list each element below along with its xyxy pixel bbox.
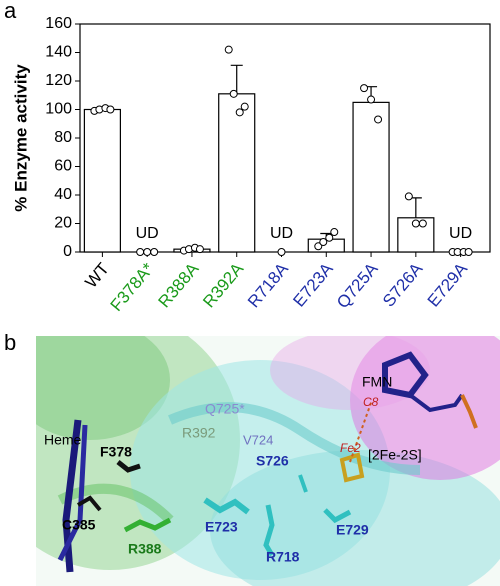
bar [83, 108, 121, 253]
data-point [150, 248, 159, 256]
data-point [411, 219, 420, 228]
y-tick-label: 20 [54, 215, 72, 232]
x-tick-label: Q725A [333, 259, 382, 312]
data-point [330, 228, 339, 237]
bar [352, 101, 390, 253]
x-tick-label: R388A [154, 259, 202, 312]
error-bar [230, 64, 243, 94]
y-tick-label: 60 [54, 158, 72, 175]
y-tick-label: 160 [45, 15, 72, 32]
data-point [418, 219, 427, 228]
data-point [143, 248, 152, 256]
y-axis-label: % Enzyme activity [11, 64, 30, 212]
residue-label: R388 [128, 541, 162, 557]
y-tick-label: 100 [45, 101, 72, 118]
data-point [136, 248, 145, 256]
x-tick-label: R718A [244, 259, 292, 312]
x-tick-label: F378A* [107, 259, 158, 315]
data-point [229, 89, 238, 98]
y-tick-label: 80 [54, 129, 72, 146]
residue-label: V724 [243, 432, 273, 447]
value-label: UD [449, 225, 472, 242]
y-tick-label: 140 [45, 44, 72, 61]
x-tick-label: WT [81, 259, 113, 291]
data-point [360, 84, 369, 93]
data-point [240, 102, 249, 111]
structure-labels: FMN C8 Fe2 [2Fe-2S] Q725* R392 V724 S726… [44, 374, 422, 565]
panel-label: a [4, 0, 17, 23]
data-point [319, 238, 328, 247]
value-label: UD [136, 225, 159, 242]
data-point [195, 245, 204, 254]
residue-label: F378 [100, 444, 132, 460]
residue-label: Q725* [205, 401, 245, 417]
data-point [464, 248, 473, 256]
atom-label: C8 [363, 395, 379, 409]
error-bar [409, 197, 422, 218]
data-point [277, 248, 286, 256]
residue-label: E723 [205, 519, 238, 535]
y-tick-label: 120 [45, 72, 72, 89]
residue-label: R392 [182, 425, 216, 441]
x-tick-label: S726A [379, 259, 427, 311]
data-point [367, 95, 376, 104]
data-point [235, 108, 244, 117]
residue-label: E729 [336, 522, 369, 538]
residue-label: C385 [62, 517, 96, 533]
data-point [404, 192, 413, 201]
y-tick-label: 0 [63, 243, 72, 260]
y-tick-label: 40 [54, 186, 72, 203]
residue-label: R718 [266, 549, 300, 565]
data-point [224, 45, 233, 54]
data-point [106, 105, 115, 114]
cofactor-label: Heme [44, 432, 82, 448]
value-label: UD [270, 225, 293, 242]
data-point [314, 242, 323, 251]
data-point [374, 115, 383, 124]
x-tick-label: R392A [199, 259, 247, 312]
x-tick-label: E723A [289, 259, 337, 311]
x-tick-label: E729A [424, 259, 472, 311]
atom-label: Fe2 [340, 441, 361, 455]
residue-label: FMN [362, 374, 392, 390]
data-point [325, 233, 334, 242]
residue-label: S726 [256, 453, 289, 469]
panel-label: b [4, 330, 16, 355]
cluster-label: [2Fe-2S] [368, 447, 422, 463]
bar [218, 93, 256, 253]
structure-image [36, 336, 500, 586]
